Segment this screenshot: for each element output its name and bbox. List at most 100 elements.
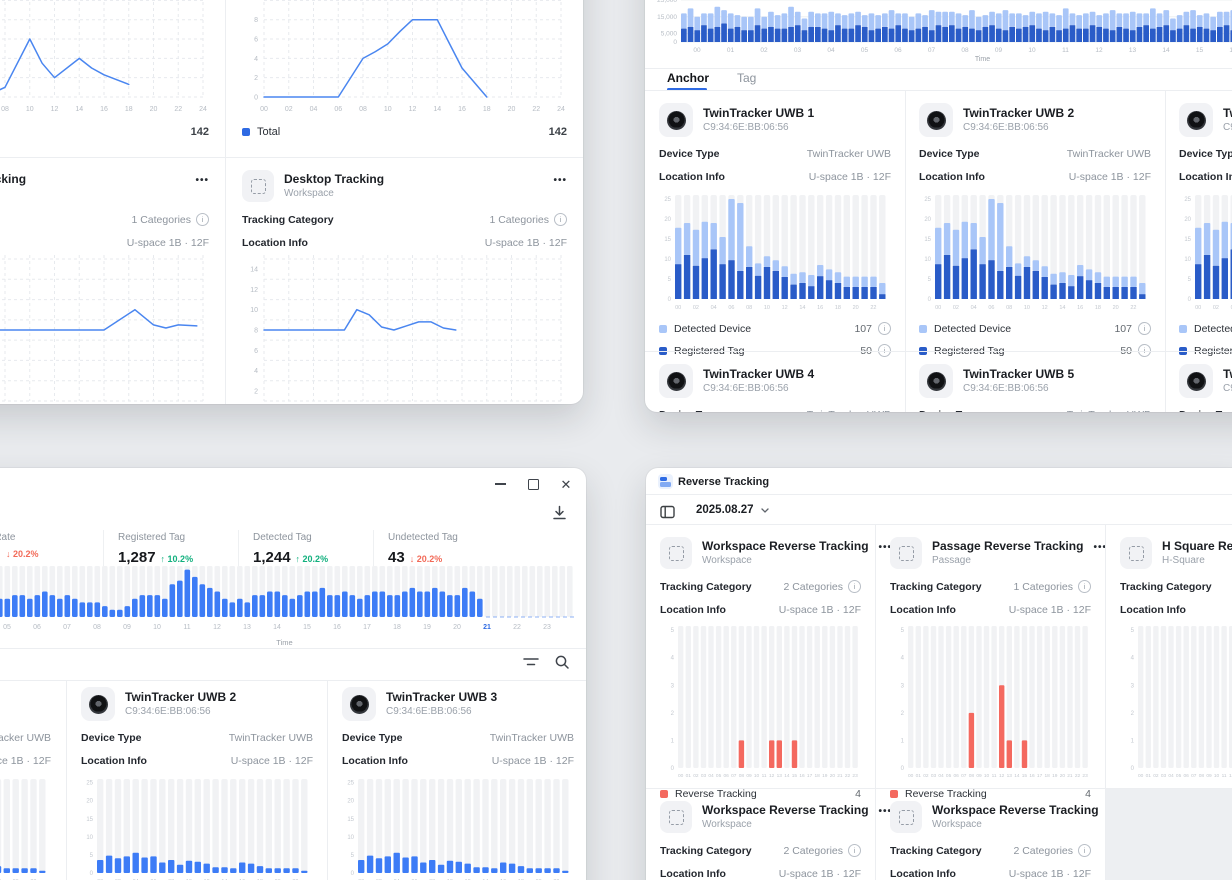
device-card[interactable]: TwinTracker UWB 1C9:34:6E:BB:06:56Device… bbox=[0, 681, 65, 880]
svg-text:5: 5 bbox=[668, 277, 672, 283]
svg-text:10: 10 bbox=[664, 257, 671, 263]
stat-delta: ↓ 20.2% bbox=[409, 554, 443, 564]
tracking-card-header: H Square Reverse TrackingH-Square••• bbox=[1120, 537, 1232, 569]
svg-text:18: 18 bbox=[393, 624, 401, 631]
maximize-button[interactable] bbox=[527, 478, 539, 490]
svg-text:06: 06 bbox=[894, 47, 902, 54]
minimize-button[interactable] bbox=[494, 478, 506, 490]
legend-label: Registered Tag bbox=[674, 344, 745, 357]
device-card[interactable]: TwinTracker UWB 2 C9:34:6E:BB:06:56 Device… bbox=[67, 681, 327, 880]
tracking-meta: Desktop Tracking Workspace bbox=[0, 172, 26, 200]
device-title: TwinTracker UWB 3 bbox=[386, 690, 498, 704]
device-title: TwinTracker UWB 5 bbox=[963, 367, 1075, 381]
device-mac: C9:34:6E:BB:06:56 bbox=[125, 706, 211, 717]
field-value: TwinTracker UWB bbox=[807, 409, 891, 412]
svg-text:05: 05 bbox=[946, 773, 952, 779]
legend-label: Detected Device bbox=[674, 322, 752, 335]
field-value-text: U-space 1B · 12F bbox=[126, 237, 209, 249]
stat-undetected-tag: Undetected Tag 43 ↓ 20.2% bbox=[373, 530, 508, 566]
close-button[interactable]: ✕ bbox=[560, 476, 572, 492]
more-menu-button[interactable]: ••• bbox=[553, 175, 567, 186]
tracking-meta: Desktop Tracking Workspace bbox=[284, 172, 384, 200]
info-icon: i bbox=[848, 844, 861, 857]
svg-text:0: 0 bbox=[673, 39, 677, 46]
tracking-title: Passage Reverse Tracking bbox=[932, 539, 1084, 553]
device-card[interactable]: TwinTracker UWB 3 C9:34:6E:BB:06:56 Device… bbox=[1165, 91, 1232, 369]
svg-text:10: 10 bbox=[1214, 773, 1220, 779]
device-meta: TwinTracker UWB 3 C9:34:6E:BB:06:56 bbox=[1223, 106, 1232, 134]
card-field-row: Tracking Category 1 Categories i bbox=[242, 213, 567, 226]
field-label: Device Type bbox=[342, 732, 403, 744]
tracking-card[interactable]: H Square Reverse TrackingH-Square•••Trac… bbox=[1106, 525, 1232, 812]
device-card[interactable]: TwinTracker UWB 2 C9:34:6E:BB:06:56 Device… bbox=[905, 91, 1165, 369]
filter-icon[interactable] bbox=[522, 655, 540, 669]
field-value-text: TwinTracker UWB bbox=[1067, 409, 1151, 412]
more-menu-button[interactable]: ••• bbox=[878, 542, 893, 553]
stat-rate: n Rate ↓ 20.2% bbox=[0, 530, 103, 566]
date-selector[interactable]: 2025.08.27 bbox=[696, 504, 769, 516]
svg-text:0: 0 bbox=[1131, 766, 1135, 772]
svg-text:16: 16 bbox=[799, 773, 805, 779]
field-value-text: TwinTracker UWB bbox=[228, 732, 313, 744]
legend-swatch bbox=[1179, 346, 1187, 355]
svg-text:21: 21 bbox=[837, 773, 843, 779]
stat-registered-tag: Registered Tag 1,287 ↑ 10.2% bbox=[103, 530, 238, 566]
stat-label: Undetected Tag bbox=[388, 532, 458, 543]
more-menu-button[interactable]: ••• bbox=[878, 806, 893, 817]
card-field-row: Location Info U-space 1B · 12F bbox=[919, 171, 1151, 183]
field-value: 2 Categories i bbox=[1013, 844, 1091, 857]
svg-text:22: 22 bbox=[1075, 773, 1081, 779]
device-card[interactable]: TwinTracker UWB 6 C9:34:6E:BB:06:56 Device… bbox=[1165, 352, 1232, 412]
svg-text:04: 04 bbox=[827, 47, 835, 54]
legend-label-total: Total bbox=[257, 126, 281, 138]
search-icon[interactable] bbox=[554, 654, 570, 670]
tracking-card[interactable]: Workspace Reverse Tracking Workspace ••• Tr… bbox=[876, 789, 1121, 880]
svg-text:12: 12 bbox=[51, 106, 59, 113]
stat-value: 1,287 bbox=[118, 549, 156, 566]
svg-text:1: 1 bbox=[1131, 738, 1135, 744]
sidebar-toggle-icon[interactable] bbox=[660, 505, 675, 519]
svg-text:0: 0 bbox=[254, 95, 258, 102]
device-card[interactable]: TwinTracker UWB 4 C9:34:6E:BB:06:56 Device… bbox=[645, 352, 905, 412]
device-card[interactable]: TwinTracker UWB 5 C9:34:6E:BB:06:56 Device… bbox=[905, 352, 1165, 412]
info-icon: i bbox=[1138, 344, 1151, 357]
card-field-row: Tracking Category 2 Categories i bbox=[660, 580, 861, 593]
svg-text:06: 06 bbox=[334, 106, 342, 113]
svg-text:07: 07 bbox=[63, 624, 71, 631]
svg-text:07: 07 bbox=[1191, 773, 1197, 779]
device-lens bbox=[926, 371, 946, 391]
svg-text:08: 08 bbox=[1, 106, 9, 113]
card-field-row: Location Info U-space 1B · 12F bbox=[890, 868, 1091, 880]
svg-text:03: 03 bbox=[1161, 773, 1167, 779]
tracking-card[interactable]: Passage Reverse Tracking Passage ••• Tracki… bbox=[876, 525, 1107, 812]
tab-anchor[interactable]: Anchor bbox=[667, 71, 709, 85]
tracking-meta: Workspace Reverse Tracking Workspace bbox=[702, 539, 869, 567]
tab-tag[interactable]: Tag bbox=[737, 71, 757, 85]
device-mac: C9:34:6E:BB:06:56 bbox=[1223, 383, 1232, 394]
tracking-card[interactable]: Workspace Reverse Tracking Workspace ••• Tr… bbox=[646, 789, 891, 880]
more-menu-button[interactable]: ••• bbox=[1093, 542, 1107, 553]
svg-text:09: 09 bbox=[746, 773, 752, 779]
field-value: U-space 1B · 12F bbox=[1009, 604, 1091, 616]
more-menu-button[interactable]: ••• bbox=[195, 175, 209, 186]
device-card[interactable]: TwinTracker UWB 3 C9:34:6E:BB:06:56 Device… bbox=[328, 681, 586, 880]
svg-text:11: 11 bbox=[183, 624, 190, 631]
tracking-card[interactable]: Workspace Reverse Tracking Workspace ••• Tr… bbox=[646, 525, 891, 812]
empty-grid-cell bbox=[1106, 789, 1232, 880]
svg-text:25: 25 bbox=[86, 781, 93, 787]
svg-text:0: 0 bbox=[901, 766, 905, 772]
device-title: TwinTracker UWB 1 bbox=[703, 106, 815, 120]
field-value: U-space 1B · 12F bbox=[779, 868, 861, 880]
device-title: TwinTracker UWB 3 bbox=[1223, 106, 1232, 120]
download-icon[interactable] bbox=[551, 504, 568, 521]
device-mac: C9:34:6E:BB:06:56 bbox=[386, 706, 472, 717]
svg-text:02: 02 bbox=[760, 47, 768, 54]
svg-text:01: 01 bbox=[727, 47, 735, 54]
legend-swatch bbox=[1179, 324, 1187, 333]
